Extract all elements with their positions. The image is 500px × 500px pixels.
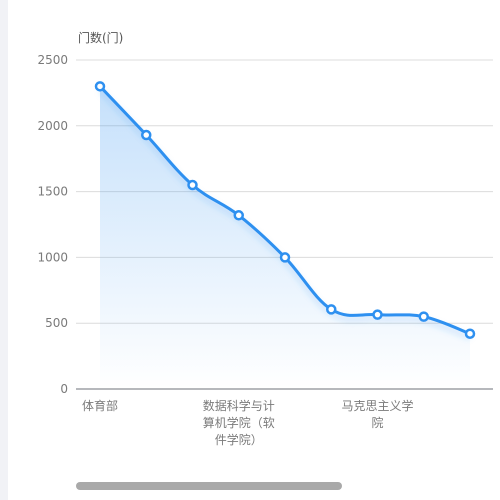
data-point-6[interactable] <box>372 309 383 320</box>
y-tick-label-2500: 2500 <box>37 53 68 67</box>
x-tick-label: 体育部 <box>82 398 118 413</box>
horizontal-scrollbar[interactable] <box>76 482 342 490</box>
data-point-8[interactable] <box>464 328 476 339</box>
y-tick-label-0: 0 <box>60 382 68 396</box>
data-point-4[interactable] <box>279 252 291 263</box>
y-tick-label-1000: 1000 <box>37 250 68 264</box>
y-tick-label-1500: 1500 <box>37 185 68 199</box>
data-point-0[interactable] <box>94 81 106 92</box>
y-tick-label-500: 500 <box>45 316 68 330</box>
scrollbar-thumb[interactable] <box>76 482 342 490</box>
area-fill <box>100 86 470 389</box>
y-tick-label-2000: 2000 <box>37 119 68 133</box>
x-tick-label: 马克思主义学院 <box>341 398 413 430</box>
data-points <box>94 81 476 339</box>
data-point-2[interactable] <box>187 179 198 191</box>
data-point-1[interactable] <box>141 129 152 141</box>
data-point-7[interactable] <box>418 311 429 322</box>
x-tick-labels: 体育部 数据科学与计算机学院（软件学院） 马克思主义学院 <box>82 398 414 447</box>
data-point-3[interactable] <box>233 210 244 221</box>
left-panel-edge <box>0 0 8 500</box>
y-tick-labels: 0 500 1000 1500 2000 2500 <box>37 53 68 396</box>
x-tick-label: 数据科学与计算机学院（软件学院） <box>203 398 275 447</box>
data-point-5[interactable] <box>326 304 337 315</box>
y-axis-title: 门数(门) <box>78 30 123 45</box>
